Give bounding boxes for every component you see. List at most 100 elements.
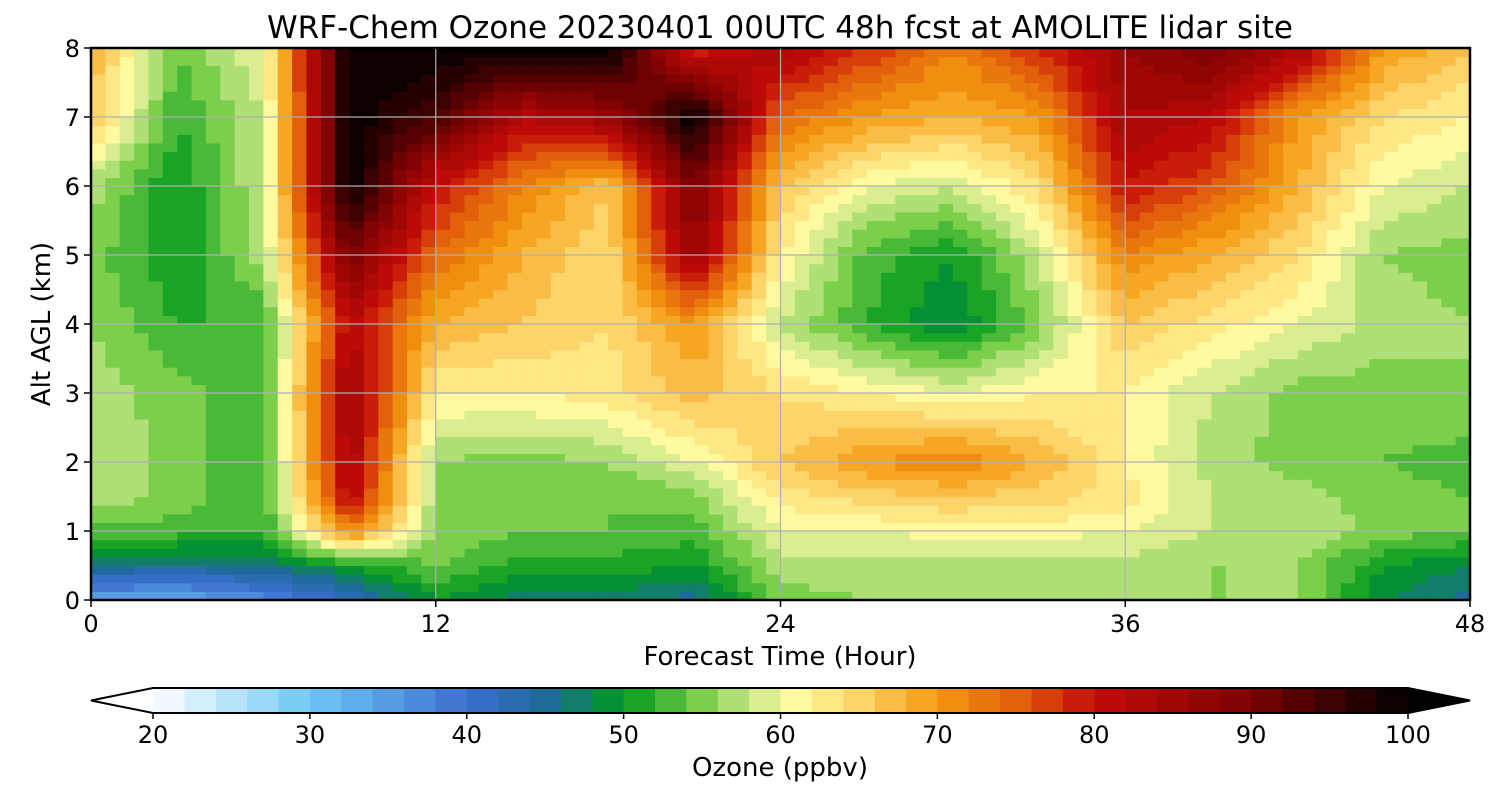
heatmap-cell (967, 556, 983, 567)
heatmap-cell (881, 548, 897, 558)
heatmap-cell (780, 410, 796, 420)
heatmap-cell (407, 522, 422, 532)
heatmap-cell (1455, 263, 1470, 273)
heatmap-cell (478, 375, 494, 385)
heatmap-cell (320, 358, 336, 368)
heatmap-cell (134, 410, 150, 420)
heatmap-cell (1153, 375, 1169, 385)
heatmap-cell (1398, 496, 1414, 506)
heatmap-cell (1441, 168, 1457, 178)
heatmap-cell (550, 151, 566, 161)
heatmap-cell (177, 479, 193, 489)
heatmap-cell (1240, 341, 1256, 351)
heatmap-cell (1326, 418, 1342, 429)
heatmap-cell (162, 513, 178, 523)
heatmap-cell (967, 444, 983, 454)
heatmap-cell (1326, 427, 1342, 437)
heatmap-cell (723, 436, 738, 446)
heatmap-cell (1168, 453, 1184, 463)
heatmap-cell (464, 427, 480, 437)
heatmap-cell (1383, 539, 1399, 549)
heatmap-cell (435, 203, 451, 213)
heatmap-cell (1426, 375, 1442, 385)
heatmap-cell (737, 246, 753, 256)
heatmap-cell (1297, 513, 1313, 523)
heatmap-cell (1455, 410, 1470, 420)
heatmap-cell (1283, 367, 1299, 377)
heatmap-cell (852, 496, 868, 506)
heatmap-cell (1225, 393, 1241, 403)
heatmap-cell (1225, 487, 1241, 498)
heatmap-cell (565, 358, 580, 368)
heatmap-cell (1197, 556, 1213, 567)
heatmap-cell (536, 263, 552, 273)
heatmap-cell (1398, 168, 1414, 178)
heatmap-cell (1268, 565, 1284, 575)
heatmap-cell (1297, 479, 1313, 489)
heatmap-cell (1082, 565, 1098, 575)
heatmap-cell (1383, 349, 1399, 360)
heatmap-cell (708, 453, 724, 463)
heatmap-cell (1412, 427, 1428, 437)
heatmap-cell (1225, 280, 1241, 291)
heatmap-cell (1311, 418, 1327, 429)
heatmap-cell (550, 289, 566, 299)
heatmap-cell (608, 531, 624, 541)
heatmap-cell (521, 349, 537, 360)
heatmap-cell (1254, 531, 1270, 541)
heatmap-cell (392, 306, 408, 316)
heatmap-cell (119, 237, 135, 247)
heatmap-cell (636, 263, 652, 273)
heatmap-cell (91, 358, 106, 368)
heatmap-cell (1153, 341, 1169, 351)
heatmap-cell (306, 444, 322, 454)
heatmap-cell (881, 375, 897, 385)
heatmap-cell (1110, 556, 1126, 567)
heatmap-cell (1412, 246, 1428, 256)
heatmap-cell (1369, 194, 1385, 204)
heatmap-cell (723, 384, 738, 394)
heatmap-cell (694, 513, 710, 523)
heatmap-cell (1426, 531, 1442, 541)
heatmap-cell (1455, 220, 1470, 230)
heatmap-cell (493, 272, 509, 282)
heatmap-cell (1182, 211, 1198, 222)
heatmap-cell (91, 177, 106, 187)
heatmap-cell (1096, 582, 1112, 592)
heatmap-cell (277, 427, 293, 437)
heatmap-cell (1182, 151, 1198, 161)
heatmap-cell (1082, 229, 1098, 239)
heatmap-cell (1340, 151, 1356, 161)
heatmap-cell (694, 556, 710, 567)
heatmap-cell (1182, 280, 1198, 291)
heatmap-cell (909, 505, 925, 515)
heatmap-cell (1225, 505, 1241, 515)
heatmap-cell (1168, 531, 1184, 541)
heatmap-cell (263, 177, 279, 187)
heatmap-cell (234, 436, 250, 446)
heatmap-cell (407, 315, 422, 325)
heatmap-cell (881, 151, 897, 161)
heatmap-cell (679, 539, 695, 549)
heatmap-cell (1110, 306, 1126, 316)
heatmap-cell (1383, 237, 1399, 247)
heatmap-cell (277, 263, 293, 273)
heatmap-cell (1254, 401, 1270, 411)
heatmap-cell (1355, 470, 1371, 480)
heatmap-cell (220, 582, 236, 592)
heatmap-cell (737, 470, 753, 480)
heatmap-cell (521, 505, 537, 515)
heatmap-cell (1010, 479, 1026, 489)
heatmap-cell (593, 324, 609, 334)
heatmap-cell (1369, 367, 1385, 377)
heatmap-cell (464, 496, 480, 506)
heatmap-cell (952, 186, 968, 196)
heatmap-cell (881, 505, 897, 515)
heatmap-cell (119, 375, 135, 385)
heatmap-cell (967, 548, 983, 558)
heatmap-cell (1096, 324, 1112, 334)
heatmap-cell (866, 393, 882, 403)
heatmap-cell (1340, 410, 1356, 420)
heatmap-cell (148, 591, 164, 600)
heatmap-cell (1125, 505, 1141, 515)
